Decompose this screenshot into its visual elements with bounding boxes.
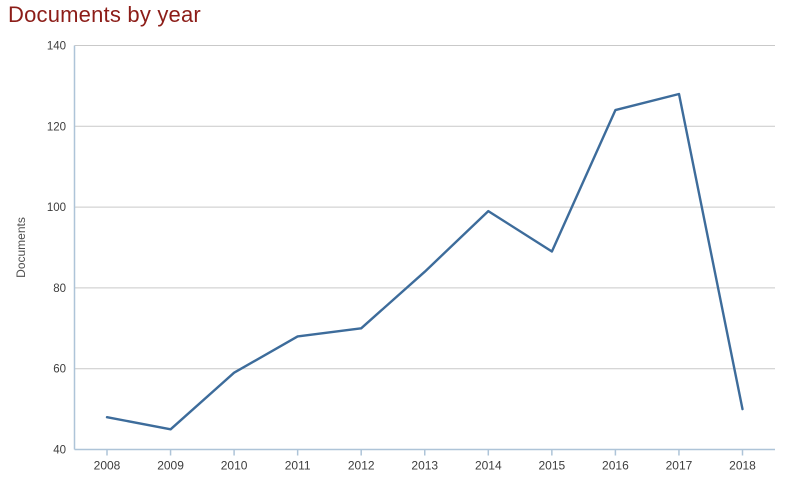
x-tick-label-2014: 2014 <box>475 459 502 473</box>
y-tick-label-60: 60 <box>53 364 66 376</box>
documents-series-line <box>105 92 744 431</box>
x-tick-label-2018: 2018 <box>729 459 756 473</box>
x-tick-label-2016: 2016 <box>602 459 629 473</box>
x-tick-label-2009: 2009 <box>157 459 184 473</box>
x-tick-label-2012: 2012 <box>348 459 375 473</box>
x-tick-label-2008: 2008 <box>94 459 121 473</box>
y-tick-label-80: 80 <box>53 283 66 295</box>
x-tick-label-2013: 2013 <box>411 459 438 473</box>
y-tick-label-140: 140 <box>47 41 66 53</box>
y-tick-label-120: 120 <box>47 121 66 133</box>
y-tick-label-40: 40 <box>53 445 66 457</box>
y-tick-label-100: 100 <box>47 202 66 214</box>
x-tick-label-2015: 2015 <box>538 459 565 473</box>
y-axis-title: Documents <box>14 217 28 278</box>
x-tick-label-2011: 2011 <box>285 459 311 473</box>
x-tick-label-2017: 2017 <box>666 459 693 473</box>
chart-title: Documents by year <box>8 2 201 27</box>
x-tick-label-2010: 2010 <box>221 459 248 473</box>
